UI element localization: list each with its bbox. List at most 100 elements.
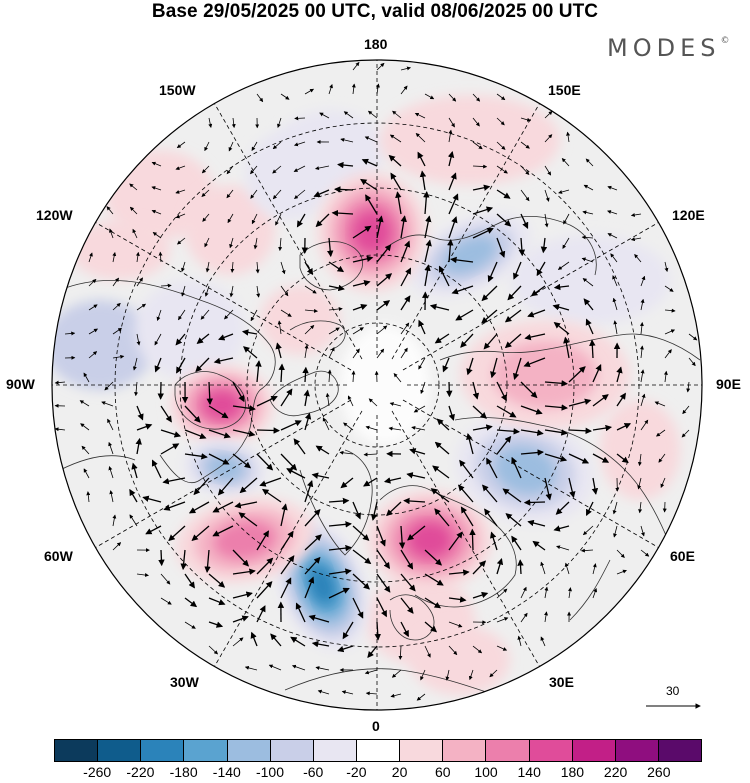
colorbar-tick-label: -140: [212, 764, 241, 780]
wind-arrow: [400, 215, 407, 239]
wind-arrow: [201, 165, 210, 174]
wind-arrow: [466, 433, 474, 455]
wind-arrow: [400, 347, 408, 359]
wind-arrow: [392, 110, 402, 119]
wind-arrow: [496, 237, 506, 258]
wind-arrow: [388, 426, 402, 431]
wind-arrow: [367, 645, 378, 659]
wind-arrow: [256, 93, 264, 103]
wind-arrow: [592, 453, 610, 463]
wind-arrow: [415, 132, 426, 143]
wind-arrow: [104, 381, 114, 391]
wind-arrow: [612, 275, 618, 287]
wind-arrow: [511, 456, 522, 479]
wind-arrow: [568, 398, 592, 407]
colorbar-tick-label: 100: [474, 764, 498, 780]
wind-arrow: [434, 441, 450, 455]
wind-arrow: [315, 445, 330, 455]
wind-arrow: [160, 405, 172, 423]
anomaly-eastern-siberia: [443, 236, 497, 274]
coastline: [269, 370, 339, 417]
wind-arrow: [544, 380, 569, 387]
wind-arrow: [328, 346, 335, 359]
wind-arrow: [201, 189, 210, 197]
wind-arrow: [208, 453, 230, 465]
wind-arrow: [520, 586, 527, 599]
wind-arrow: [136, 573, 149, 578]
wind-arrow: [418, 319, 426, 335]
wind-arrow: [544, 165, 552, 176]
colorbar-tick-label: -220: [126, 764, 155, 780]
wind-arrow: [255, 360, 262, 383]
wind-arrow: [688, 357, 696, 367]
wind-arrow: [451, 285, 474, 295]
wind-arrow: [607, 210, 618, 215]
wind-arrow: [86, 491, 91, 503]
wind-arrow: [448, 172, 457, 191]
wind-arrow: [54, 380, 66, 385]
wind-arrow: [88, 304, 98, 311]
wind-arrow: [304, 285, 317, 294]
wind-arrow: [256, 581, 273, 599]
wind-arrow: [176, 237, 186, 245]
anomaly-labrador: [206, 455, 244, 481]
wind-arrow: [400, 295, 411, 311]
wind-arrow: [589, 339, 596, 359]
wind-arrow: [472, 184, 491, 191]
wind-arrow: [374, 621, 382, 641]
wind-arrow: [109, 490, 114, 503]
wind-arrow: [181, 285, 186, 297]
wind-arrow: [325, 392, 330, 407]
wind-arrow: [417, 151, 426, 167]
wind-arrow: [536, 261, 546, 277]
wind-arrow: [196, 333, 210, 344]
wind-arrow: [280, 555, 295, 575]
wind-arrow: [204, 141, 210, 152]
wind-arrow: [527, 309, 546, 318]
wind-arrow: [184, 405, 201, 423]
wind-arrow: [315, 213, 330, 228]
wind-arrow: [448, 193, 459, 215]
wind-arrow: [262, 488, 282, 503]
coastline: [59, 280, 276, 483]
wind-arrow: [507, 285, 522, 301]
colorbar-swatch: [55, 740, 99, 761]
wind-arrow: [176, 141, 186, 149]
lon-label-0: 0: [372, 718, 380, 734]
colorbar-tick-label: -260: [83, 764, 112, 780]
wind-arrow: [230, 261, 235, 273]
wind-arrow: [158, 251, 163, 263]
wind-arrow: [184, 429, 207, 440]
wind-arrow: [107, 418, 114, 431]
coastline: [439, 333, 701, 361]
chart-title: Base 29/05/2025 00 UTC, valid 08/06/2025…: [151, 1, 599, 22]
wind-arrow: [655, 429, 666, 437]
colorbar-swatch: [529, 740, 573, 761]
wind-arrow: [419, 170, 427, 191]
wind-arrow: [280, 420, 302, 431]
lon-label-120w: 120W: [36, 207, 73, 223]
wind-arrow: [280, 453, 298, 471]
anomaly-blob: [135, 280, 245, 380]
wind-arrow: [504, 333, 522, 349]
wind-arrow: [429, 303, 450, 311]
wind-arrow: [582, 278, 594, 287]
wind-arrow: [472, 117, 480, 127]
wind-arrow: [278, 363, 285, 383]
wind-arrow: [520, 117, 532, 122]
wind-arrow: [496, 558, 504, 575]
wind-arrow: [472, 93, 481, 102]
wind-arrow: [496, 617, 509, 623]
coastlines: [59, 215, 701, 701]
meridian-line: [391, 103, 540, 360]
wind-arrow: [420, 381, 426, 395]
wind-arrow: [481, 309, 498, 324]
wind-arrow: [460, 333, 474, 348]
wind-arrow: [640, 549, 650, 557]
wind-arrow: [112, 354, 125, 359]
colorbar-swatch: [270, 740, 314, 761]
wind-arrow: [304, 412, 312, 431]
coastline: [379, 485, 517, 608]
wind-arrow: [175, 213, 186, 219]
wind-arrow: [343, 422, 354, 431]
